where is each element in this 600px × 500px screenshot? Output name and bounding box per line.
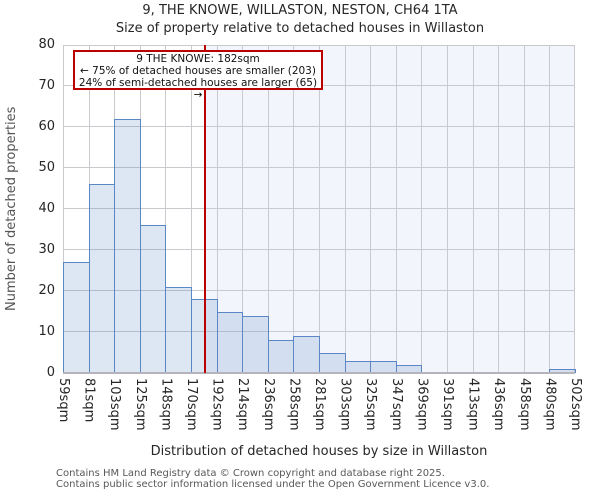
histogram-bar	[165, 286, 192, 373]
plot-area: 9 THE KNOWE: 182sqm ← 75% of detached ho…	[63, 45, 576, 374]
x-tick-label: 369sqm	[414, 378, 430, 431]
histogram-bar	[267, 340, 295, 373]
marker-shade-region	[205, 45, 575, 373]
x-gridline	[447, 45, 448, 373]
histogram-bar	[293, 336, 320, 373]
y-tick-label: 70	[38, 78, 55, 93]
property-size-marker-line	[204, 45, 207, 373]
annotation-box: 9 THE KNOWE: 182sqm ← 75% of detached ho…	[73, 50, 323, 101]
x-tick-label: 458sqm	[516, 378, 532, 431]
x-tick-label: 192sqm	[209, 378, 225, 431]
x-gridline	[268, 45, 269, 373]
footer-line-1: Contains HM Land Registry data © Crown c…	[56, 468, 445, 479]
x-tick-label: 81sqm	[81, 378, 97, 423]
x-tick-label: 436sqm	[491, 378, 507, 431]
annotation-line-1: 9 THE KNOWE: 182sqm	[136, 53, 260, 65]
chart-title: 9, THE KNOWE, WILLASTON, NESTON, CH64 1T…	[142, 3, 458, 18]
x-tick-label: 347sqm	[388, 378, 404, 431]
y-tick-label: 40	[38, 201, 55, 216]
histogram-bar	[88, 184, 116, 373]
annotation-line-2: ← 75% of detached houses are smaller (20…	[80, 65, 316, 77]
y-tick-label: 60	[38, 119, 55, 134]
x-gridline	[421, 45, 422, 373]
annotation-line-3: 24% of semi-detached houses are larger (…	[78, 77, 318, 101]
x-tick-label: 214sqm	[235, 378, 251, 431]
x-gridline	[319, 45, 320, 373]
x-axis-spine	[63, 372, 575, 374]
x-gridline	[63, 45, 64, 373]
x-tick-label: 258sqm	[286, 378, 302, 431]
histogram-bar	[139, 225, 167, 373]
x-tick-label: 325sqm	[363, 378, 379, 431]
footer-line-2: Contains public sector information licen…	[56, 479, 490, 490]
x-gridline	[242, 45, 243, 373]
y-tick-label: 80	[38, 37, 55, 52]
x-tick-label: 148sqm	[158, 378, 174, 431]
x-gridline	[345, 45, 346, 373]
histogram-bar	[319, 352, 346, 373]
license-footer: Contains HM Land Registry data © Crown c…	[56, 468, 489, 490]
x-tick-label: 103sqm	[107, 378, 123, 431]
x-gridline	[574, 45, 575, 373]
x-tick-label: 391sqm	[440, 378, 455, 431]
chart-subtitle: Size of property relative to detached ho…	[115, 21, 485, 36]
x-tick-label: 236sqm	[260, 378, 276, 431]
x-gridline	[549, 45, 550, 373]
y-tick-label: 50	[38, 160, 55, 175]
x-gridline	[498, 45, 499, 373]
x-gridline	[473, 45, 474, 373]
x-gridline	[191, 45, 192, 373]
x-tick-label: 59sqm	[56, 378, 71, 423]
x-gridline	[396, 45, 397, 373]
x-tick-label: 480sqm	[542, 378, 558, 431]
histogram-bar	[242, 315, 269, 373]
x-gridline	[370, 45, 371, 373]
histogram-bar	[63, 262, 90, 373]
x-tick-label: 413sqm	[465, 378, 481, 431]
x-gridline	[165, 45, 166, 373]
x-tick-label: 502sqm	[568, 378, 583, 431]
histogram-bar	[216, 311, 244, 373]
histogram-bar	[114, 118, 141, 373]
x-tick-label: 125sqm	[132, 378, 148, 431]
y-tick-label: 20	[38, 283, 55, 298]
y-tick-label: 10	[38, 324, 55, 339]
x-tick-label: 281sqm	[312, 378, 327, 431]
x-gridline	[293, 45, 294, 373]
x-gridline	[217, 45, 218, 373]
x-axis-title: Distribution of detached houses by size …	[150, 444, 488, 459]
x-tick-label: 170sqm	[184, 378, 199, 431]
y-tick-label: 30	[38, 242, 55, 257]
x-tick-label: 303sqm	[337, 378, 353, 431]
y-tick-label: 0	[46, 365, 55, 380]
x-gridline	[524, 45, 525, 373]
